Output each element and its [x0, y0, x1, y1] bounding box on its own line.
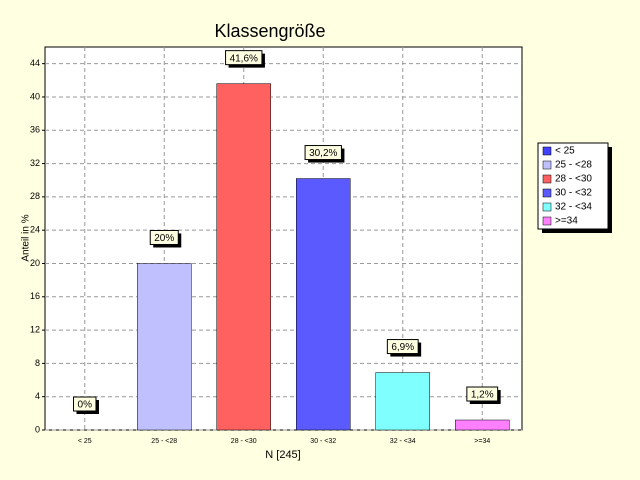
- value-label: 41,6%: [230, 53, 258, 64]
- legend-swatch: [542, 146, 552, 156]
- y-tick-label: 24: [30, 225, 40, 235]
- y-tick-label: 36: [30, 125, 40, 135]
- y-tick-label: 40: [30, 91, 40, 101]
- value-label: 20%: [154, 233, 174, 244]
- legend-swatch: [542, 216, 552, 226]
- x-tick-label: 28 - <30: [231, 438, 257, 445]
- value-label-box: [225, 50, 263, 66]
- value-label: 30,2%: [309, 148, 337, 159]
- legend-swatch: [542, 188, 552, 198]
- x-tick-label: 30 - <32: [310, 438, 336, 445]
- legend-swatch: [542, 160, 552, 170]
- bar: [296, 178, 351, 431]
- value-label: 1,2%: [471, 390, 494, 401]
- x-tick-label: >=34: [474, 438, 490, 445]
- legend-label: 32 - <34: [555, 202, 592, 213]
- chart-title: Klassengröße: [214, 21, 325, 41]
- legend-label: 28 - <30: [555, 174, 592, 185]
- bar: [455, 419, 510, 431]
- x-axis-label: N [245]: [265, 449, 300, 461]
- y-tick-label: 32: [30, 158, 40, 168]
- y-tick-label: 16: [30, 291, 40, 301]
- y-axis-label: Anteil in %: [21, 214, 32, 261]
- y-tick-label: 12: [30, 324, 40, 334]
- legend-swatch: [542, 202, 552, 212]
- y-tick-label: 0: [35, 424, 40, 434]
- bar: [375, 372, 430, 431]
- bar: [137, 263, 192, 431]
- legend-label: 25 - <28: [555, 160, 592, 171]
- y-tick-label: 28: [30, 191, 40, 201]
- legend-label: < 25: [555, 146, 575, 157]
- value-label-box: [386, 339, 419, 355]
- legend-swatch: [542, 174, 552, 184]
- y-tick-label: 8: [35, 358, 40, 368]
- value-label-box: [304, 145, 342, 161]
- y-tick-label: 4: [35, 391, 40, 401]
- value-label-box: [73, 396, 97, 412]
- legend: [537, 142, 609, 230]
- value-label-box: [149, 229, 179, 245]
- value-label: 6,9%: [391, 342, 414, 353]
- legend-label: >=34: [555, 216, 578, 227]
- bar: [216, 83, 271, 431]
- x-tick-label: 32 - <34: [390, 438, 416, 445]
- legend-label: 30 - <32: [555, 188, 592, 199]
- y-tick-label: 20: [30, 258, 40, 268]
- x-tick-label: 25 - <28: [151, 438, 177, 445]
- value-label-box: [466, 386, 499, 402]
- y-tick-label: 44: [30, 58, 40, 68]
- plot-area: [44, 46, 523, 431]
- value-label: 0%: [78, 400, 93, 411]
- x-tick-label: < 25: [78, 438, 92, 445]
